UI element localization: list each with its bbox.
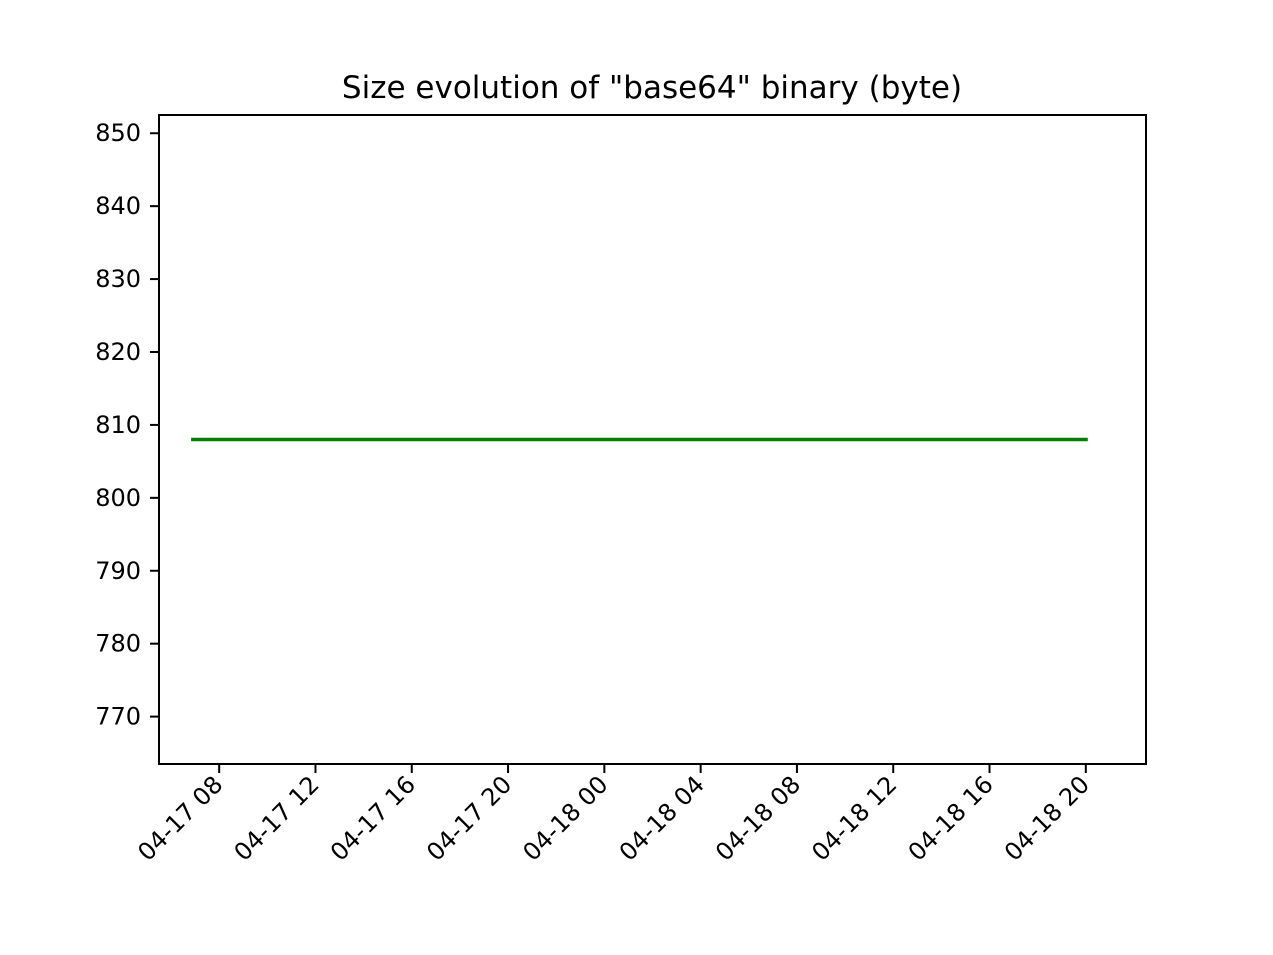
chart-title: Size evolution of "base64" binary (byte) [342, 70, 962, 106]
y-tick-label: 850 [95, 119, 141, 147]
y-tick-label: 810 [95, 411, 141, 439]
y-tick-label: 840 [95, 192, 141, 220]
y-tick-label: 800 [95, 484, 141, 512]
y-tick-label: 780 [95, 630, 141, 658]
y-tick-label: 770 [95, 703, 141, 731]
y-tick-label: 820 [95, 338, 141, 366]
y-axis: 770 780 790 800 810 820 830 840 850 [95, 119, 159, 731]
axes-frame [158, 114, 1147, 765]
y-tick-label: 830 [95, 265, 141, 293]
y-tick-label: 790 [95, 557, 141, 585]
